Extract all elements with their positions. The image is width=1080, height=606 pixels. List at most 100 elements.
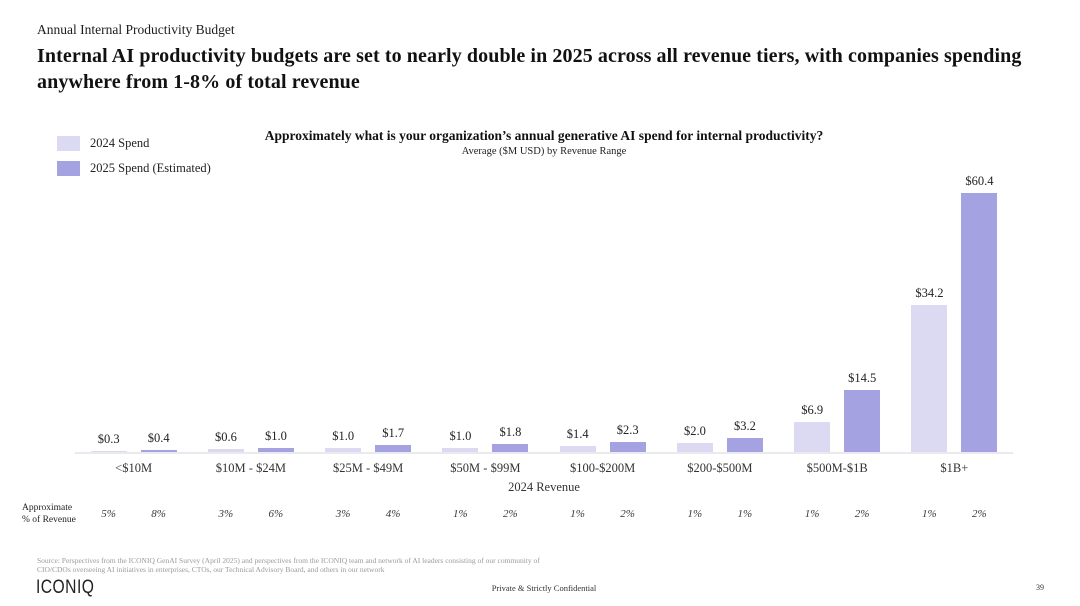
legend-label-2024: 2024 Spend xyxy=(90,136,150,150)
percent-value: 2% xyxy=(503,508,518,520)
bar-group: $0.6 $1.0 xyxy=(192,429,309,452)
bar-value-label: $1.0 xyxy=(449,428,472,443)
slide-header: Annual Internal Productivity Budget Inte… xyxy=(37,22,1057,96)
bar-wrap: $2.3 xyxy=(609,423,646,452)
bar-wrap: $1.0 xyxy=(257,428,294,452)
bar-wrap: $1.7 xyxy=(375,425,412,452)
category-label: <$10M xyxy=(115,461,153,475)
bar-value-label: $1.4 xyxy=(566,427,589,441)
plot-area: $0.3 $0.4 $0.6 $1.0 $1.0 $1.7 $1.0 $1.8 $1.4 $2.3… xyxy=(75,174,1013,454)
percent-value: 1% xyxy=(453,508,468,520)
bar-group: $1.0 $1.7 xyxy=(310,426,427,452)
bar-group: $2.0 $3.2 xyxy=(661,419,778,452)
bar-wrap: $1.8 xyxy=(492,425,529,452)
percent-group: 3% 6% xyxy=(192,508,309,520)
source-line1: Source: Perspectives from the ICONIQ Gen… xyxy=(37,556,540,565)
iconiq-logo: ICONIQ xyxy=(36,576,95,598)
legend-swatch-2025 xyxy=(57,161,80,176)
legend-swatch-2024 xyxy=(57,136,80,151)
percent-value: 3% xyxy=(218,508,234,520)
bar-wrap: $0.4 xyxy=(140,431,177,452)
bar xyxy=(207,449,244,452)
bar-value-label: $1.0 xyxy=(332,428,355,443)
bar xyxy=(911,305,948,452)
bar-value-label: $1.8 xyxy=(499,425,522,440)
category-label: $1B+ xyxy=(940,461,969,475)
legend-item-2025: 2025 Spend (Estimated) xyxy=(57,161,211,176)
percent-group: 1% 2% xyxy=(779,508,896,520)
percent-value: 5% xyxy=(101,508,116,520)
percent-value: 1% xyxy=(570,508,585,520)
bar-value-label: $3.2 xyxy=(733,419,756,434)
bar xyxy=(559,446,596,452)
bar xyxy=(794,422,831,452)
category-label: $10M - $24M xyxy=(215,461,286,475)
chart-title: Approximately what is your organization’… xyxy=(264,128,824,143)
bar-group: $34.2 $60.4 xyxy=(896,174,1013,452)
source-note: Source: Perspectives from the ICONIQ Gen… xyxy=(37,556,677,575)
bar xyxy=(609,442,646,452)
percent-group: 5% 8% xyxy=(75,508,192,520)
bar-wrap: $0.3 xyxy=(90,431,127,452)
bar-value-label: $34.2 xyxy=(915,286,944,301)
percent-of-revenue-row: 5% 8% 3% 6% 3% 4% 1% 2% 1% 2% 1% 1% 1% 2% 1% 2% xyxy=(75,508,1013,520)
bar-value-label: $0.6 xyxy=(214,430,237,445)
bar-value-label: $14.5 xyxy=(848,370,877,385)
percent-of-revenue-label: Approximate % of Revenue xyxy=(22,503,112,527)
x-axis-label: 2024 Revenue xyxy=(508,480,580,494)
bar xyxy=(140,450,177,452)
bar xyxy=(375,444,412,452)
bar-wrap: $14.5 xyxy=(844,370,881,452)
bar-group: $1.0 $1.8 xyxy=(427,425,544,452)
chart-subtitle: Average ($M USD) by Revenue Range xyxy=(461,146,627,157)
bar-group: $0.3 $0.4 xyxy=(75,431,192,452)
bar xyxy=(442,447,479,452)
page-title: Internal AI productivity budgets are set… xyxy=(37,45,1022,94)
percent-value: 1% xyxy=(687,508,703,520)
bar xyxy=(90,450,127,452)
bar-wrap: $3.2 xyxy=(726,419,763,452)
legend-item-2024: 2024 Spend xyxy=(57,136,211,151)
bar-wrap: $1.0 xyxy=(325,428,362,452)
percent-value: 4% xyxy=(385,508,401,520)
percent-value: 6% xyxy=(268,508,284,520)
category-label: $500M-$1B xyxy=(806,461,868,475)
bar-value-label: $60.4 xyxy=(965,174,994,188)
source-line2: CIO/CDOs overseeing AI initiatives in en… xyxy=(37,565,385,575)
category-axis: <$10M $10M - $24M $25M - $49M $50M - $99M $1… xyxy=(75,461,1013,476)
percent-group: 1% 2% xyxy=(544,508,661,520)
bar-value-label: $1.7 xyxy=(382,425,405,440)
bar xyxy=(325,447,362,452)
bar-wrap: $1.0 xyxy=(442,428,479,452)
bar-group: $1.4 $2.3 xyxy=(544,423,661,452)
bar-value-label: $0.3 xyxy=(97,431,120,446)
slide-eyebrow: Annual Internal Productivity Budget xyxy=(37,22,235,37)
bar-wrap: $60.4 xyxy=(961,174,998,452)
bar-value-label: $6.9 xyxy=(801,403,824,418)
percent-value: 2% xyxy=(972,508,987,520)
percent-value: 1% xyxy=(922,508,937,520)
percent-group: 1% 2% xyxy=(427,508,544,520)
bar-value-label: $1.0 xyxy=(264,428,287,443)
percent-label-line2: % of Revenue xyxy=(22,514,76,525)
category-label: $50M - $99M xyxy=(450,461,521,475)
percent-group: 3% 4% xyxy=(310,508,427,520)
legend-label-2025: 2025 Spend (Estimated) xyxy=(90,161,211,175)
bar-value-label: $0.4 xyxy=(147,431,170,446)
bar-wrap: $0.6 xyxy=(207,430,244,452)
percent-label-line1: Approximate xyxy=(22,503,73,513)
category-label: $25M - $49M xyxy=(333,461,404,475)
bar-group: $6.9 $14.5 xyxy=(779,371,896,452)
percent-value: 2% xyxy=(854,508,870,520)
bar xyxy=(726,438,763,452)
category-label: $100-$200M xyxy=(569,461,636,475)
page-number: 39 xyxy=(1036,583,1044,592)
bar xyxy=(961,193,998,452)
percent-value: 1% xyxy=(737,508,753,520)
percent-group: 1% 2% xyxy=(896,508,1013,520)
bar-value-label: $2.3 xyxy=(616,423,639,438)
bar xyxy=(492,444,529,452)
bar xyxy=(844,389,881,452)
percent-value: 8% xyxy=(151,508,166,520)
